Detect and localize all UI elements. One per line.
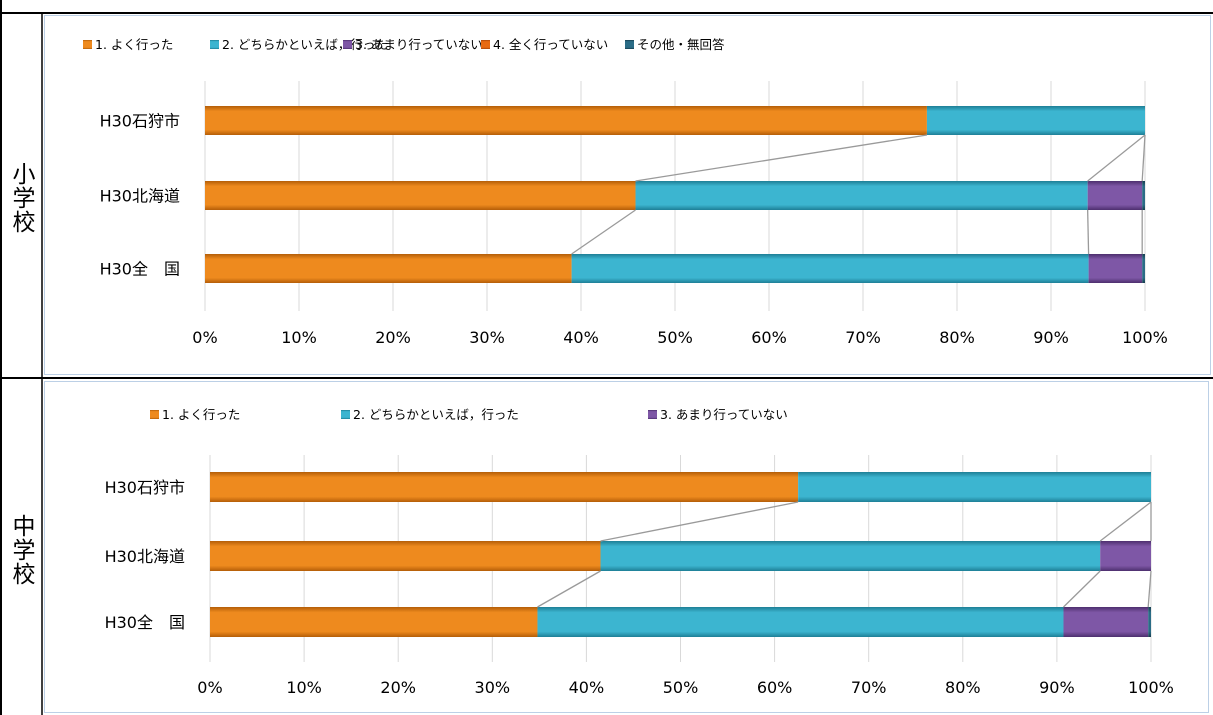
x-tick-label: 50% (657, 328, 693, 347)
series-connector-line (1099, 501, 1152, 542)
x-tick-label: 20% (380, 678, 416, 697)
section-label-elementary: 小学校 (0, 148, 42, 248)
series-connector-line (537, 570, 601, 608)
legend-swatch (481, 40, 490, 49)
series-connector-line (600, 501, 799, 542)
section-label-text: 小学校 (8, 162, 34, 234)
legend-swatch (341, 410, 350, 419)
series-connector-line (1141, 134, 1146, 182)
x-tick-label: 10% (286, 678, 322, 697)
bar-segment (571, 254, 1089, 283)
chart-elementary: 0% 10% 20% 30% 40% 50% 60% 70% 80% 90% 100% H30石狩市 H… (83, 37, 1168, 347)
x-tick-label: 0% (192, 328, 217, 347)
category-label: H30石狩市 (100, 112, 180, 131)
x-tick-label: 90% (1033, 328, 1069, 347)
bar-segment (1142, 181, 1145, 210)
bar-segment (1063, 607, 1149, 637)
legend-label: 1. よく行った (95, 37, 173, 52)
chart-junior-high: 0% 10% 20% 30% 40% 50% 60% 70% 80% 90% 100% H30石狩市 H… (105, 407, 1174, 697)
legend-label: 1. よく行った (162, 407, 240, 422)
bar-segment (537, 607, 1064, 637)
category-label: H30全 国 (105, 613, 185, 632)
series-connector-line (1087, 209, 1090, 255)
bar-segment (926, 106, 1145, 135)
section-label-text: 中学校 (8, 514, 34, 586)
bar-segment (205, 181, 636, 210)
legend-label: 3. あまり行っていない (660, 407, 788, 422)
series-connector-line (571, 209, 636, 255)
x-tick-label: 30% (469, 328, 505, 347)
x-tick-label: 80% (939, 328, 975, 347)
series-connector-line (1087, 134, 1146, 182)
bar-segment (600, 541, 1101, 571)
x-tick-label: 90% (1039, 678, 1075, 697)
x-tick-label: 60% (751, 328, 787, 347)
x-tick-label: 70% (845, 328, 881, 347)
bar-segment (205, 106, 927, 135)
bar-segment (798, 472, 1151, 502)
bar-segment (635, 181, 1088, 210)
series-connector-line (635, 134, 928, 182)
chart-panel-junior-high: 0% 10% 20% 30% 40% 50% 60% 70% 80% 90% 100% H30石狩市 H… (44, 381, 1209, 713)
category-label: H30石狩市 (105, 478, 185, 497)
series-connector-line (1063, 570, 1101, 608)
x-tick-label: 70% (851, 678, 887, 697)
legend-label: 3. あまり行っていない (355, 37, 483, 52)
legend-swatch (210, 40, 219, 49)
legend-label: その他・無回答 (637, 37, 725, 52)
legend-swatch (150, 410, 159, 419)
bar-segment (210, 607, 538, 637)
legend-label: 2. どちらかといえば，行った (353, 407, 519, 422)
bar-segment (210, 541, 601, 571)
category-label: H30北海道 (100, 187, 180, 206)
x-tick-label: 100% (1128, 678, 1174, 697)
x-tick-label: 40% (569, 678, 605, 697)
bar-segment (205, 254, 572, 283)
chart-panel-elementary: 0% 10% 20% 30% 40% 50% 60% 70% 80% 90% 100% H30石狩市 H… (44, 15, 1211, 375)
bar-segment (1148, 607, 1151, 637)
category-label: H30全 国 (100, 260, 180, 279)
section-label-junior-high: 中学校 (0, 500, 42, 600)
legend-swatch (648, 410, 657, 419)
legend-label: 4. 全く行っていない (493, 37, 608, 52)
x-tick-label: 10% (281, 328, 317, 347)
x-tick-label: 80% (945, 678, 981, 697)
bar-segment (1100, 541, 1151, 571)
bar-segment (1088, 254, 1143, 283)
x-tick-label: 100% (1122, 328, 1168, 347)
series-connector-line (1147, 570, 1152, 608)
bar-segment (1142, 254, 1145, 283)
x-tick-label: 40% (563, 328, 599, 347)
x-tick-label: 60% (757, 678, 793, 697)
x-tick-label: 50% (663, 678, 699, 697)
legend-swatch (343, 40, 352, 49)
bar-segment (1087, 181, 1143, 210)
x-tick-label: 30% (475, 678, 511, 697)
x-tick-label: 20% (375, 328, 411, 347)
category-label: H30北海道 (105, 547, 185, 566)
legend-swatch (625, 40, 634, 49)
bar-segment (210, 472, 799, 502)
x-tick-label: 0% (197, 678, 222, 697)
legend-swatch (83, 40, 92, 49)
